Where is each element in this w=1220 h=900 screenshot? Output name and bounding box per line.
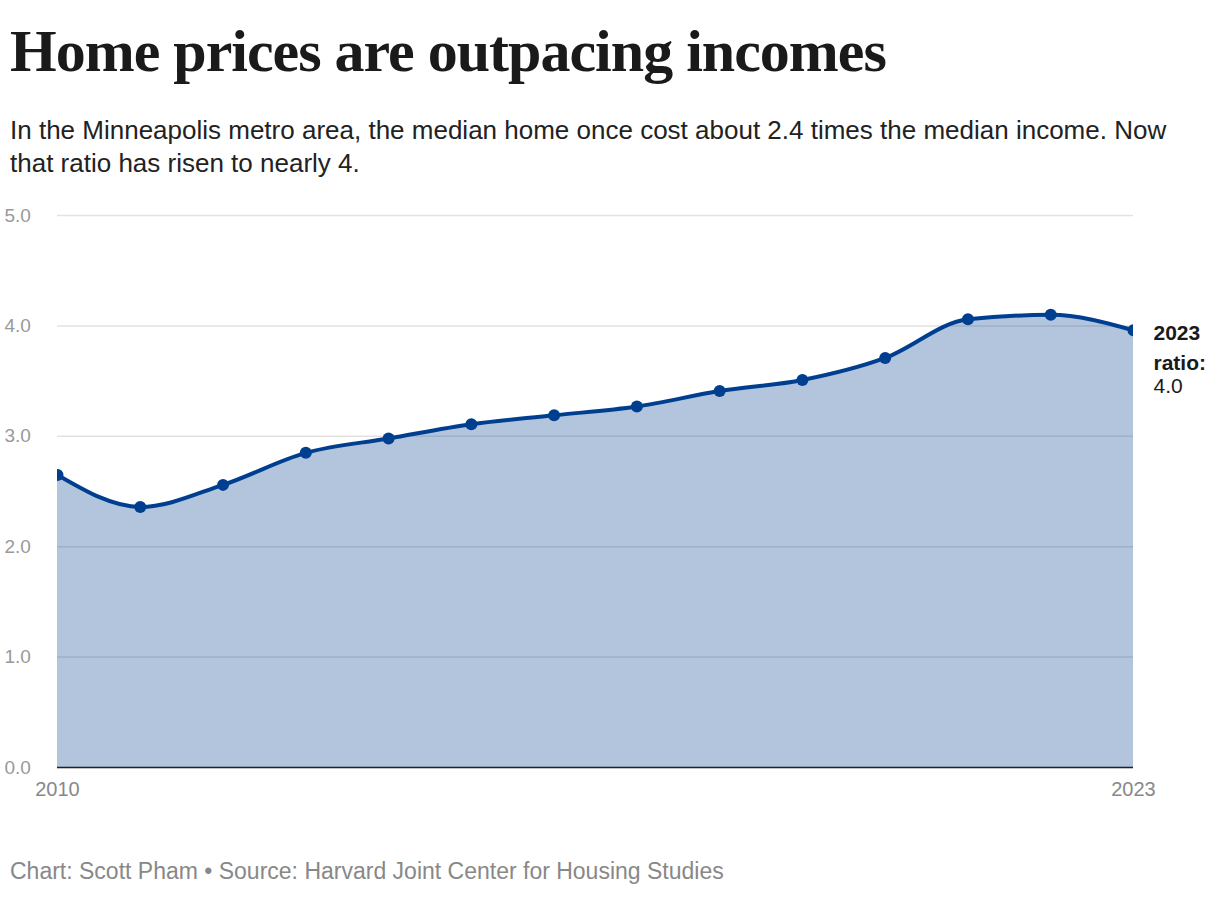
svg-text:2010: 2010	[35, 778, 80, 800]
svg-text:1.0: 1.0	[5, 646, 31, 667]
svg-text:4.0: 4.0	[1154, 374, 1183, 397]
svg-text:0.0: 0.0	[5, 757, 31, 778]
svg-text:2.0: 2.0	[5, 536, 31, 557]
svg-text:2023ratio:: 2023ratio:	[1154, 321, 1207, 373]
svg-text:5.0: 5.0	[5, 205, 31, 226]
html-text:In the Minneapolis metro area,: In the Minneapolis metro area, the media…	[10, 115, 1167, 178]
svg-text:3.0: 3.0	[5, 425, 31, 446]
svg-text:2023: 2023	[1111, 778, 1156, 800]
svg-text:4.0: 4.0	[5, 315, 31, 336]
html-text:Home prices are outpacing inco: Home prices are outpacing incomes	[10, 18, 886, 84]
html-text:Chart: Scott Pham • Source: Ha: Chart: Scott Pham • Source: Harvard Join…	[10, 858, 724, 884]
